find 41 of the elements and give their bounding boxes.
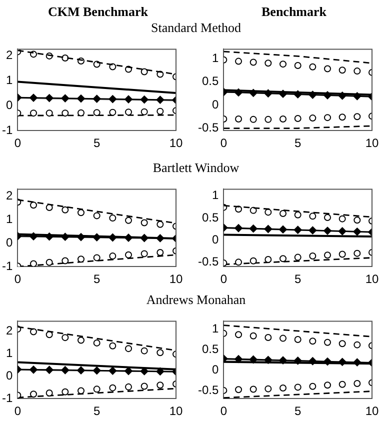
x-tick-label: 10 — [365, 404, 379, 418]
x-tick-label: 5 — [294, 272, 302, 286]
y-tick-label: 2 — [6, 188, 13, 203]
y-tick-label: -0.5 — [198, 254, 219, 268]
x-tick-label: 5 — [93, 404, 100, 418]
y-tick-label: 1 — [212, 322, 219, 336]
x-tick-label: 5 — [294, 404, 302, 418]
x-tick-label: 5 — [93, 272, 100, 286]
chart-subtitle: Andrews Monahan — [145, 292, 247, 308]
y-tick-label: 1 — [212, 50, 219, 65]
x-tick-label: 10 — [169, 136, 183, 150]
x-tick-label: 10 — [365, 272, 379, 286]
x-tick-label: 10 — [169, 404, 183, 418]
y-tick-label: 2 — [6, 48, 13, 62]
y-tick-label: 0 — [212, 232, 219, 246]
y-tick-label: 0 — [6, 98, 13, 112]
y-tick-label: 0.5 — [202, 210, 219, 224]
y-tick-label: 1 — [212, 188, 219, 202]
chart-title: Benchmark — [260, 4, 328, 20]
y-tick-label: 0 — [6, 368, 13, 382]
x-tick-label: 5 — [93, 136, 100, 150]
y-tick-label: 0 — [212, 97, 219, 112]
y-tick-label: 1 — [6, 212, 13, 226]
x-tick-label: 10 — [169, 272, 183, 286]
y-tick-label: -0.5 — [198, 382, 219, 397]
y-tick-label: 1 — [6, 72, 13, 87]
chart-subtitle: Standard Method — [150, 20, 242, 36]
chart-title: CKM Benchmark — [46, 4, 150, 20]
y-tick-label: 0 — [6, 235, 13, 250]
y-tick-label: 0.5 — [202, 74, 219, 88]
y-tick-label: -0.5 — [198, 120, 219, 135]
y-tick-label: -1 — [2, 390, 13, 405]
y-tick-label: 0.5 — [202, 342, 219, 356]
x-tick-label: 5 — [294, 136, 302, 150]
y-tick-label: -1 — [2, 258, 13, 273]
y-tick-label: 1 — [6, 346, 13, 360]
y-tick-label: -1 — [2, 122, 13, 137]
y-tick-label: 0 — [212, 362, 219, 376]
chart-subtitle: Bartlett Window — [152, 160, 240, 176]
x-tick-label: 10 — [365, 136, 379, 150]
y-tick-label: 2 — [6, 324, 13, 338]
